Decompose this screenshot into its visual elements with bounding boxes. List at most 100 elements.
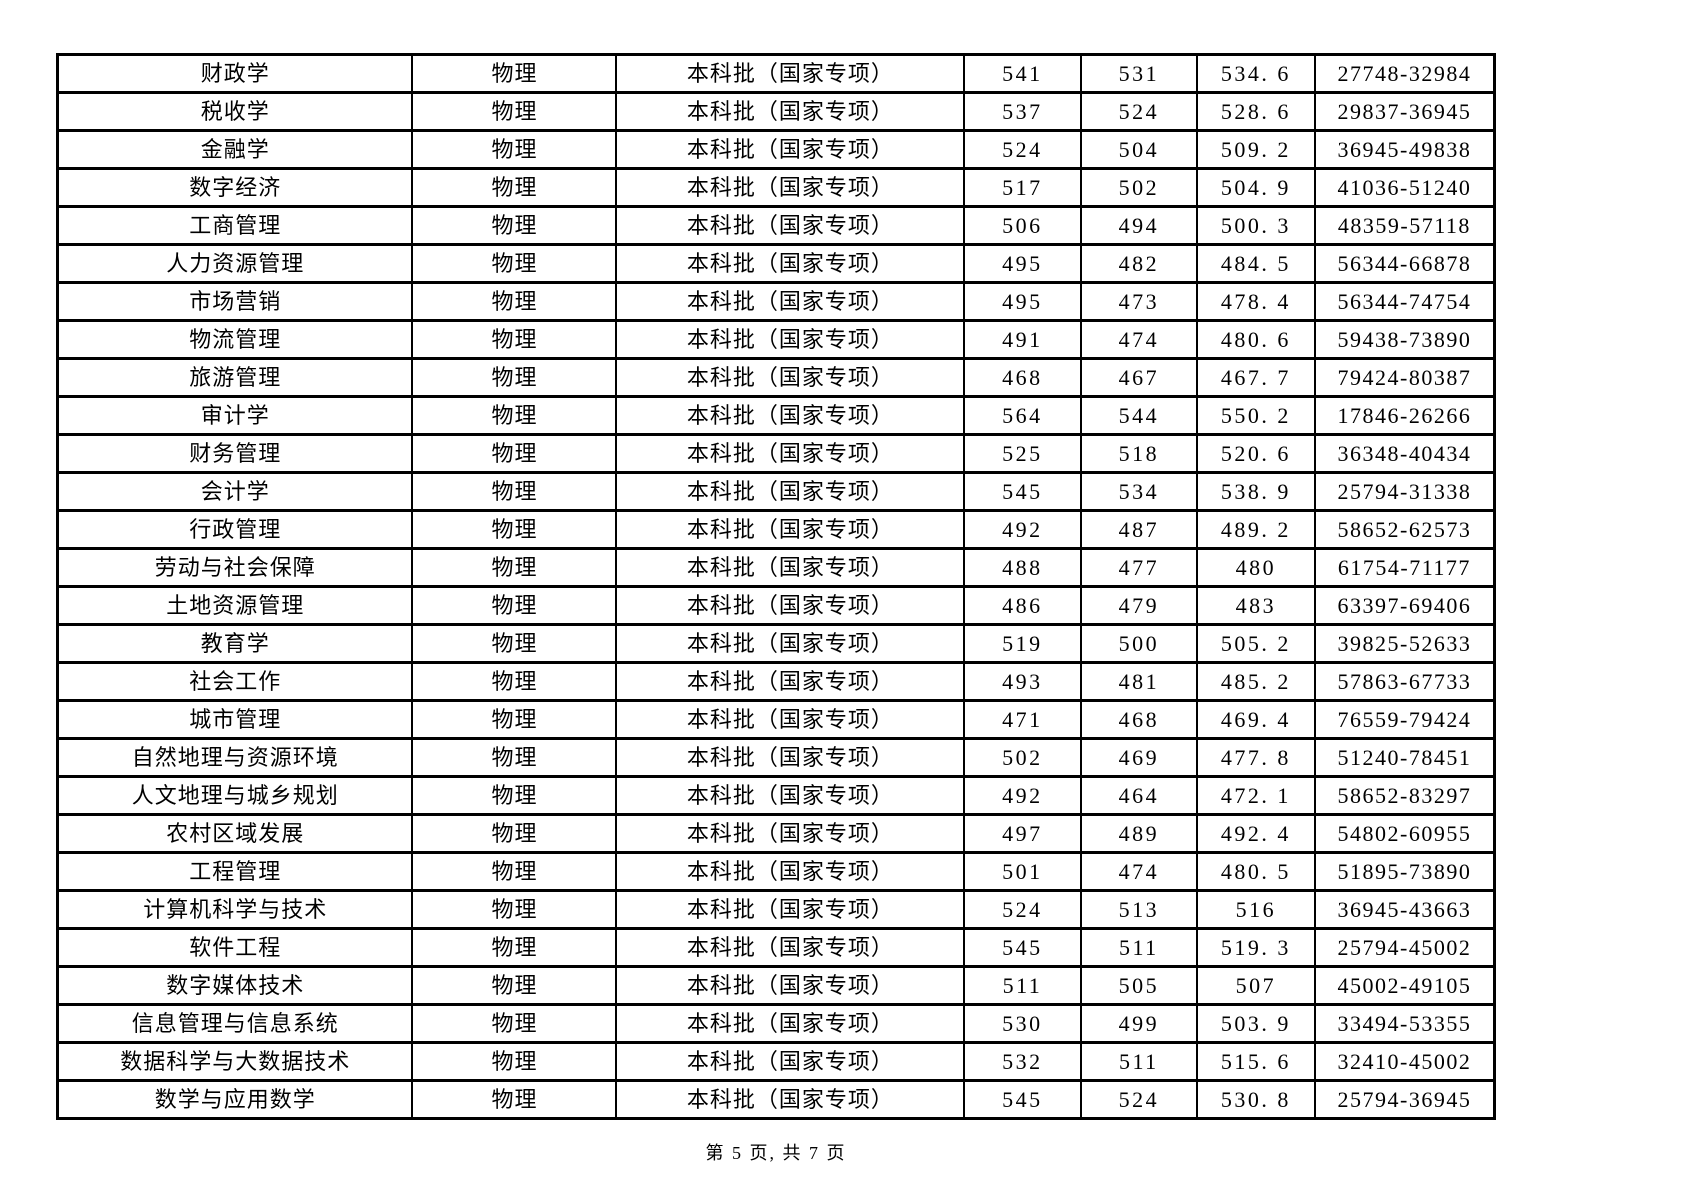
- avg-score-cell: 504. 9: [1196, 167, 1316, 208]
- high-score-cell: 564: [963, 395, 1082, 436]
- avg-score-cell: 509. 2: [1196, 129, 1316, 170]
- avg-score-cell: 472. 1: [1196, 775, 1316, 816]
- rank-range-cell: 58652-83297: [1313, 775, 1496, 816]
- table-row: 会计学 物理 本科批（国家专项） 545 534 538. 9 25794-31338: [56, 471, 1496, 512]
- major-cell: 物流管理: [56, 319, 414, 360]
- major-cell: 财政学: [56, 53, 414, 94]
- low-score-cell: 489: [1079, 813, 1199, 854]
- subject-cell: 物理: [411, 243, 618, 284]
- batch-cell: 本科批（国家专项）: [615, 91, 966, 132]
- high-score-cell: 493: [963, 661, 1082, 702]
- subject-cell: 物理: [411, 205, 618, 246]
- high-score-cell: 495: [963, 243, 1082, 284]
- low-score-cell: 487: [1079, 509, 1199, 550]
- major-cell: 工商管理: [56, 205, 414, 246]
- low-score-cell: 504: [1079, 129, 1199, 170]
- batch-cell: 本科批（国家专项）: [615, 319, 966, 360]
- rank-range-cell: 36348-40434: [1313, 433, 1496, 474]
- subject-cell: 物理: [411, 357, 618, 398]
- table-row: 社会工作 物理 本科批（国家专项） 493 481 485. 2 57863-67733: [56, 661, 1496, 702]
- low-score-cell: 531: [1079, 53, 1199, 94]
- batch-cell: 本科批（国家专项）: [615, 1003, 966, 1044]
- major-cell: 数字经济: [56, 167, 414, 208]
- subject-cell: 物理: [411, 775, 618, 816]
- high-score-cell: 524: [963, 129, 1082, 170]
- rank-range-cell: 25794-36945: [1313, 1079, 1496, 1120]
- subject-cell: 物理: [411, 167, 618, 208]
- batch-cell: 本科批（国家专项）: [615, 889, 966, 930]
- rank-range-cell: 56344-74754: [1313, 281, 1496, 322]
- high-score-cell: 511: [963, 965, 1082, 1006]
- high-score-cell: 525: [963, 433, 1082, 474]
- low-score-cell: 513: [1079, 889, 1199, 930]
- rank-range-cell: 25794-45002: [1313, 927, 1496, 968]
- rank-range-cell: 48359-57118: [1313, 205, 1496, 246]
- avg-score-cell: 477. 8: [1196, 737, 1316, 778]
- batch-cell: 本科批（国家专项）: [615, 585, 966, 626]
- major-cell: 人文地理与城乡规划: [56, 775, 414, 816]
- low-score-cell: 469: [1079, 737, 1199, 778]
- table-row: 农村区域发展 物理 本科批（国家专项） 497 489 492. 4 54802-60955: [56, 813, 1496, 854]
- subject-cell: 物理: [411, 91, 618, 132]
- low-score-cell: 494: [1079, 205, 1199, 246]
- table-row: 数字经济 物理 本科批（国家专项） 517 502 504. 9 41036-51240: [56, 167, 1496, 208]
- subject-cell: 物理: [411, 129, 618, 170]
- major-cell: 计算机科学与技术: [56, 889, 414, 930]
- high-score-cell: 530: [963, 1003, 1082, 1044]
- high-score-cell: 541: [963, 53, 1082, 94]
- batch-cell: 本科批（国家专项）: [615, 281, 966, 322]
- major-cell: 土地资源管理: [56, 585, 414, 626]
- low-score-cell: 505: [1079, 965, 1199, 1006]
- high-score-cell: 471: [963, 699, 1082, 740]
- low-score-cell: 534: [1079, 471, 1199, 512]
- major-cell: 自然地理与资源环境: [56, 737, 414, 778]
- subject-cell: 物理: [411, 1041, 618, 1082]
- batch-cell: 本科批（国家专项）: [615, 471, 966, 512]
- high-score-cell: 506: [963, 205, 1082, 246]
- rank-range-cell: 59438-73890: [1313, 319, 1496, 360]
- avg-score-cell: 500. 3: [1196, 205, 1316, 246]
- subject-cell: 物理: [411, 471, 618, 512]
- low-score-cell: 473: [1079, 281, 1199, 322]
- avg-score-cell: 534. 6: [1196, 53, 1316, 94]
- batch-cell: 本科批（国家专项）: [615, 737, 966, 778]
- low-score-cell: 544: [1079, 395, 1199, 436]
- major-cell: 数学与应用数学: [56, 1079, 414, 1120]
- subject-cell: 物理: [411, 53, 618, 94]
- table-row: 城市管理 物理 本科批（国家专项） 471 468 469. 4 76559-79424: [56, 699, 1496, 740]
- subject-cell: 物理: [411, 699, 618, 740]
- high-score-cell: 492: [963, 775, 1082, 816]
- table-row: 计算机科学与技术 物理 本科批（国家专项） 524 513 516 36945-43663: [56, 889, 1496, 930]
- batch-cell: 本科批（国家专项）: [615, 357, 966, 398]
- avg-score-cell: 489. 2: [1196, 509, 1316, 550]
- table-row: 审计学 物理 本科批（国家专项） 564 544 550. 2 17846-26266: [56, 395, 1496, 436]
- table-row: 物流管理 物理 本科批（国家专项） 491 474 480. 6 59438-73890: [56, 319, 1496, 360]
- major-cell: 劳动与社会保障: [56, 547, 414, 588]
- major-cell: 旅游管理: [56, 357, 414, 398]
- subject-cell: 物理: [411, 319, 618, 360]
- rank-range-cell: 61754-71177: [1313, 547, 1496, 588]
- low-score-cell: 482: [1079, 243, 1199, 284]
- subject-cell: 物理: [411, 585, 618, 626]
- subject-cell: 物理: [411, 813, 618, 854]
- table-row: 土地资源管理 物理 本科批（国家专项） 486 479 483 63397-69406: [56, 585, 1496, 626]
- high-score-cell: 502: [963, 737, 1082, 778]
- low-score-cell: 502: [1079, 167, 1199, 208]
- avg-score-cell: 550. 2: [1196, 395, 1316, 436]
- low-score-cell: 464: [1079, 775, 1199, 816]
- rank-range-cell: 54802-60955: [1313, 813, 1496, 854]
- avg-score-cell: 484. 5: [1196, 243, 1316, 284]
- table-row: 人力资源管理 物理 本科批（国家专项） 495 482 484. 5 56344-66878: [56, 243, 1496, 284]
- admission-scores-table: 财政学 物理 本科批（国家专项） 541 531 534. 6 27748-32984 税收学…: [56, 53, 1496, 1120]
- avg-score-cell: 538. 9: [1196, 471, 1316, 512]
- batch-cell: 本科批（国家专项）: [615, 623, 966, 664]
- major-cell: 市场营销: [56, 281, 414, 322]
- subject-cell: 物理: [411, 509, 618, 550]
- batch-cell: 本科批（国家专项）: [615, 53, 966, 94]
- avg-score-cell: 507: [1196, 965, 1316, 1006]
- batch-cell: 本科批（国家专项）: [615, 965, 966, 1006]
- high-score-cell: 486: [963, 585, 1082, 626]
- avg-score-cell: 478. 4: [1196, 281, 1316, 322]
- batch-cell: 本科批（国家专项）: [615, 813, 966, 854]
